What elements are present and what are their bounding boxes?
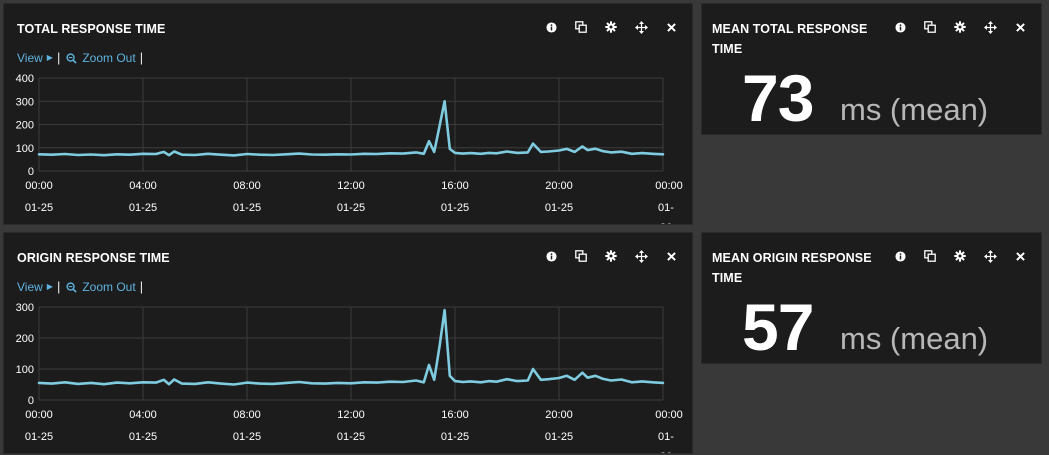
y-tick-label: 400 — [16, 73, 34, 85]
mean-total-unit: ms (mean) — [840, 92, 989, 127]
x-tick-date: 01-25 — [441, 431, 469, 443]
x-tick-date: 01-25 — [129, 202, 157, 214]
y-tick-label: 300 — [16, 302, 34, 314]
total-response-time-chart[interactable]: 0 100 200 300 400 00:00 01-25 04:00 01-25 08:00 01… — [4, 4, 693, 225]
divider: | — [139, 279, 144, 294]
zoom-out-icon — [66, 281, 78, 293]
move-icon[interactable] — [975, 17, 1005, 37]
x-tick-time: 04:00 — [129, 409, 157, 421]
x-tick-time: 00:00 — [655, 180, 683, 192]
move-icon[interactable] — [626, 17, 656, 37]
view-menu[interactable]: View ▶ — [17, 277, 53, 297]
mean-total-response-panel: MEAN TOTAL RESPONSE TIME 73 ms (mean) — [701, 3, 1042, 135]
y-tick-label: 0 — [28, 166, 34, 178]
x-tick-time: 20:00 — [545, 180, 573, 192]
series-line — [37, 100, 665, 157]
info-icon[interactable] — [885, 246, 915, 266]
grid — [38, 77, 664, 172]
panel-title: TOTAL RESPONSE TIME — [17, 22, 166, 36]
x-tick-date: 01-25 — [441, 202, 469, 214]
x-tick-date: 26 — [660, 451, 672, 454]
x-tick-date: 01-25 — [337, 431, 365, 443]
panel-title: MEAN TOTAL RESPONSE TIME — [712, 22, 868, 56]
close-icon[interactable] — [656, 246, 686, 266]
x-tick-date: 01-25 — [129, 431, 157, 443]
zoom-out-label: Zoom Out — [82, 280, 136, 294]
x-tick-time: 04:00 — [129, 180, 157, 192]
view-menu[interactable]: View ▶ — [17, 48, 53, 68]
y-tick-label: 200 — [16, 120, 34, 132]
gear-icon[interactable] — [596, 17, 626, 37]
chart-toolbar: View ▶ | Zoom Out | — [17, 48, 149, 68]
panel-title: MEAN ORIGIN RESPONSE TIME — [712, 251, 872, 285]
origin-response-time-panel: ORIGIN RESPONSE TIME View ▶ | Zoom Out | … — [3, 232, 693, 454]
view-label: View — [17, 280, 43, 294]
duplicate-icon[interactable] — [915, 246, 945, 266]
panel-controls — [536, 246, 686, 266]
x-tick-time: 12:00 — [337, 180, 365, 192]
panel-controls — [536, 17, 686, 37]
x-tick-time: 20:00 — [545, 409, 573, 421]
divider: | — [139, 50, 144, 65]
info-icon[interactable] — [536, 17, 566, 37]
duplicate-icon[interactable] — [915, 17, 945, 37]
series-line — [37, 308, 665, 386]
x-tick-time: 00:00 — [25, 180, 53, 192]
duplicate-icon[interactable] — [566, 246, 596, 266]
x-tick-time: 00:00 — [655, 409, 683, 421]
gear-icon[interactable] — [596, 246, 626, 266]
x-tick-time: 16:00 — [441, 180, 469, 192]
gear-icon[interactable] — [945, 17, 975, 37]
y-tick-label: 100 — [16, 143, 34, 155]
view-label: View — [17, 51, 43, 65]
y-tick-label: 200 — [16, 333, 34, 345]
divider: | — [56, 279, 61, 294]
x-tick-time: 12:00 — [337, 409, 365, 421]
x-tick-date: 01-25 — [25, 431, 53, 443]
total-response-time-panel: TOTAL RESPONSE TIME View ▶ | Zoom Out | 0… — [3, 3, 693, 225]
x-tick-date: 01- — [658, 202, 674, 214]
mean-origin-unit: ms (mean) — [840, 321, 989, 356]
y-tick-label: 100 — [16, 364, 34, 376]
x-tick-date: 01- — [658, 431, 674, 443]
mean-origin-value: 57 — [742, 290, 814, 364]
y-tick-label: 300 — [16, 96, 34, 108]
info-icon[interactable] — [885, 17, 915, 37]
x-tick-time: 00:00 — [25, 409, 53, 421]
close-icon[interactable] — [1005, 17, 1035, 37]
origin-response-time-chart[interactable]: 0 100 200 300 00:00 01-25 04:00 01-25 08:00 01-25… — [4, 233, 693, 454]
x-tick-time: 08:00 — [233, 409, 261, 421]
gear-icon[interactable] — [945, 246, 975, 266]
panel-title: ORIGIN RESPONSE TIME — [17, 251, 170, 265]
mean-total-value: 73 — [742, 61, 814, 135]
info-icon[interactable] — [536, 246, 566, 266]
caret-right-icon: ▶ — [46, 53, 53, 62]
y-tick-label: 0 — [28, 395, 34, 407]
close-icon[interactable] — [656, 17, 686, 37]
divider: | — [56, 50, 61, 65]
panel-controls — [885, 17, 1035, 37]
zoom-out-icon — [66, 52, 78, 64]
x-tick-date: 01-25 — [545, 202, 573, 214]
x-tick-date: 26 — [660, 222, 672, 225]
x-tick-time: 16:00 — [441, 409, 469, 421]
caret-right-icon: ▶ — [46, 282, 53, 291]
grid — [38, 306, 664, 401]
zoom-out-button[interactable]: Zoom Out — [66, 277, 136, 297]
mean-origin-response-panel: MEAN ORIGIN RESPONSE TIME 57 ms (mean) — [701, 232, 1042, 364]
x-tick-date: 01-25 — [545, 431, 573, 443]
x-tick-date: 01-25 — [337, 202, 365, 214]
duplicate-icon[interactable] — [566, 17, 596, 37]
zoom-out-label: Zoom Out — [82, 51, 136, 65]
close-icon[interactable] — [1005, 246, 1035, 266]
chart-toolbar: View ▶ | Zoom Out | — [17, 277, 149, 297]
x-tick-date: 01-25 — [233, 431, 261, 443]
x-tick-time: 08:00 — [233, 180, 261, 192]
x-tick-date: 01-25 — [25, 202, 53, 214]
move-icon[interactable] — [975, 246, 1005, 266]
x-tick-date: 01-25 — [233, 202, 261, 214]
panel-controls — [885, 246, 1035, 266]
zoom-out-button[interactable]: Zoom Out — [66, 48, 136, 68]
move-icon[interactable] — [626, 246, 656, 266]
